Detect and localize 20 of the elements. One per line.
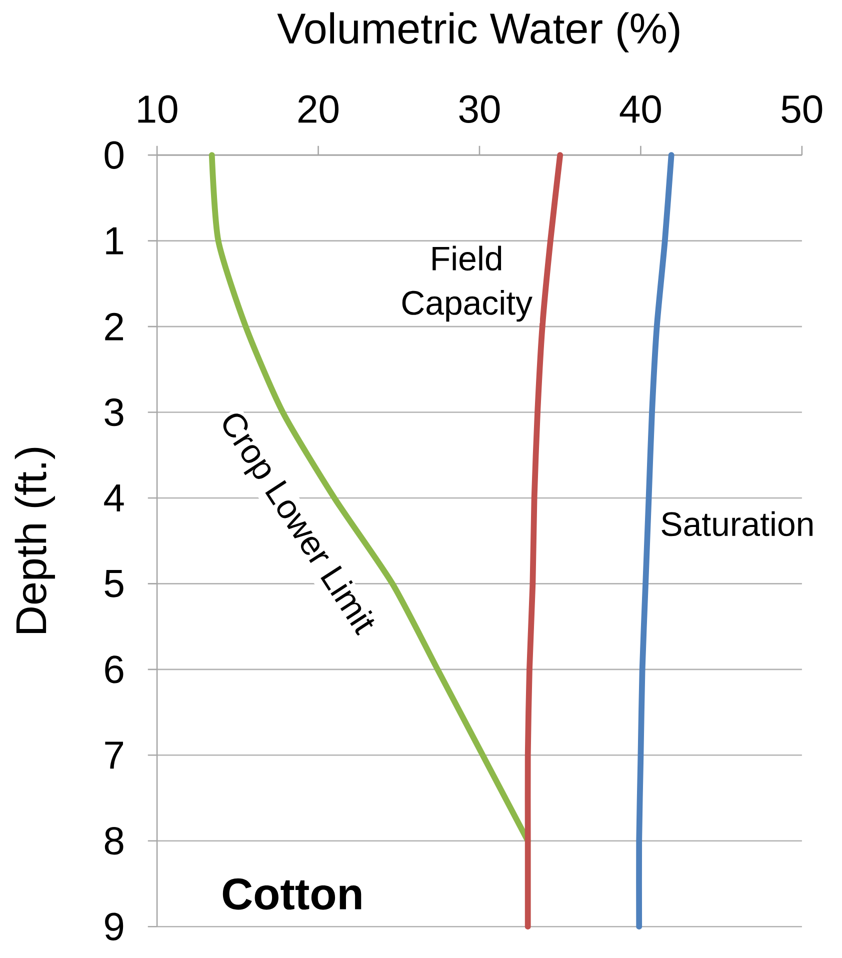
y-tick-label: 7: [105, 742, 123, 769]
x-tick-label: 10: [138, 95, 178, 124]
y-tick-label: 0: [104, 141, 124, 169]
x-tick-label: 20: [298, 95, 338, 124]
annotation: Cotton: [222, 878, 362, 910]
x-tick-label: 40: [620, 95, 661, 124]
x-tick-label: 30: [459, 95, 500, 124]
y-tick-label: 4: [104, 484, 124, 512]
y-tick-label: 2: [105, 312, 123, 340]
y-tick-label: 6: [105, 656, 124, 684]
y-tick-label: 9: [104, 912, 124, 940]
x-tick-label: 50: [782, 95, 822, 124]
y-axis-title: Depth (ft.): [14, 448, 55, 633]
y-tick-label: 8: [104, 827, 124, 855]
x-axis-title: Volumetric Water (%): [277, 12, 680, 52]
y-tick-label: 3: [104, 398, 124, 426]
series-label: Saturation: [662, 511, 812, 536]
y-tick-label: 5: [104, 570, 124, 598]
series-label: Field Capacity: [402, 246, 532, 322]
y-tick-label: 1: [106, 227, 123, 254]
